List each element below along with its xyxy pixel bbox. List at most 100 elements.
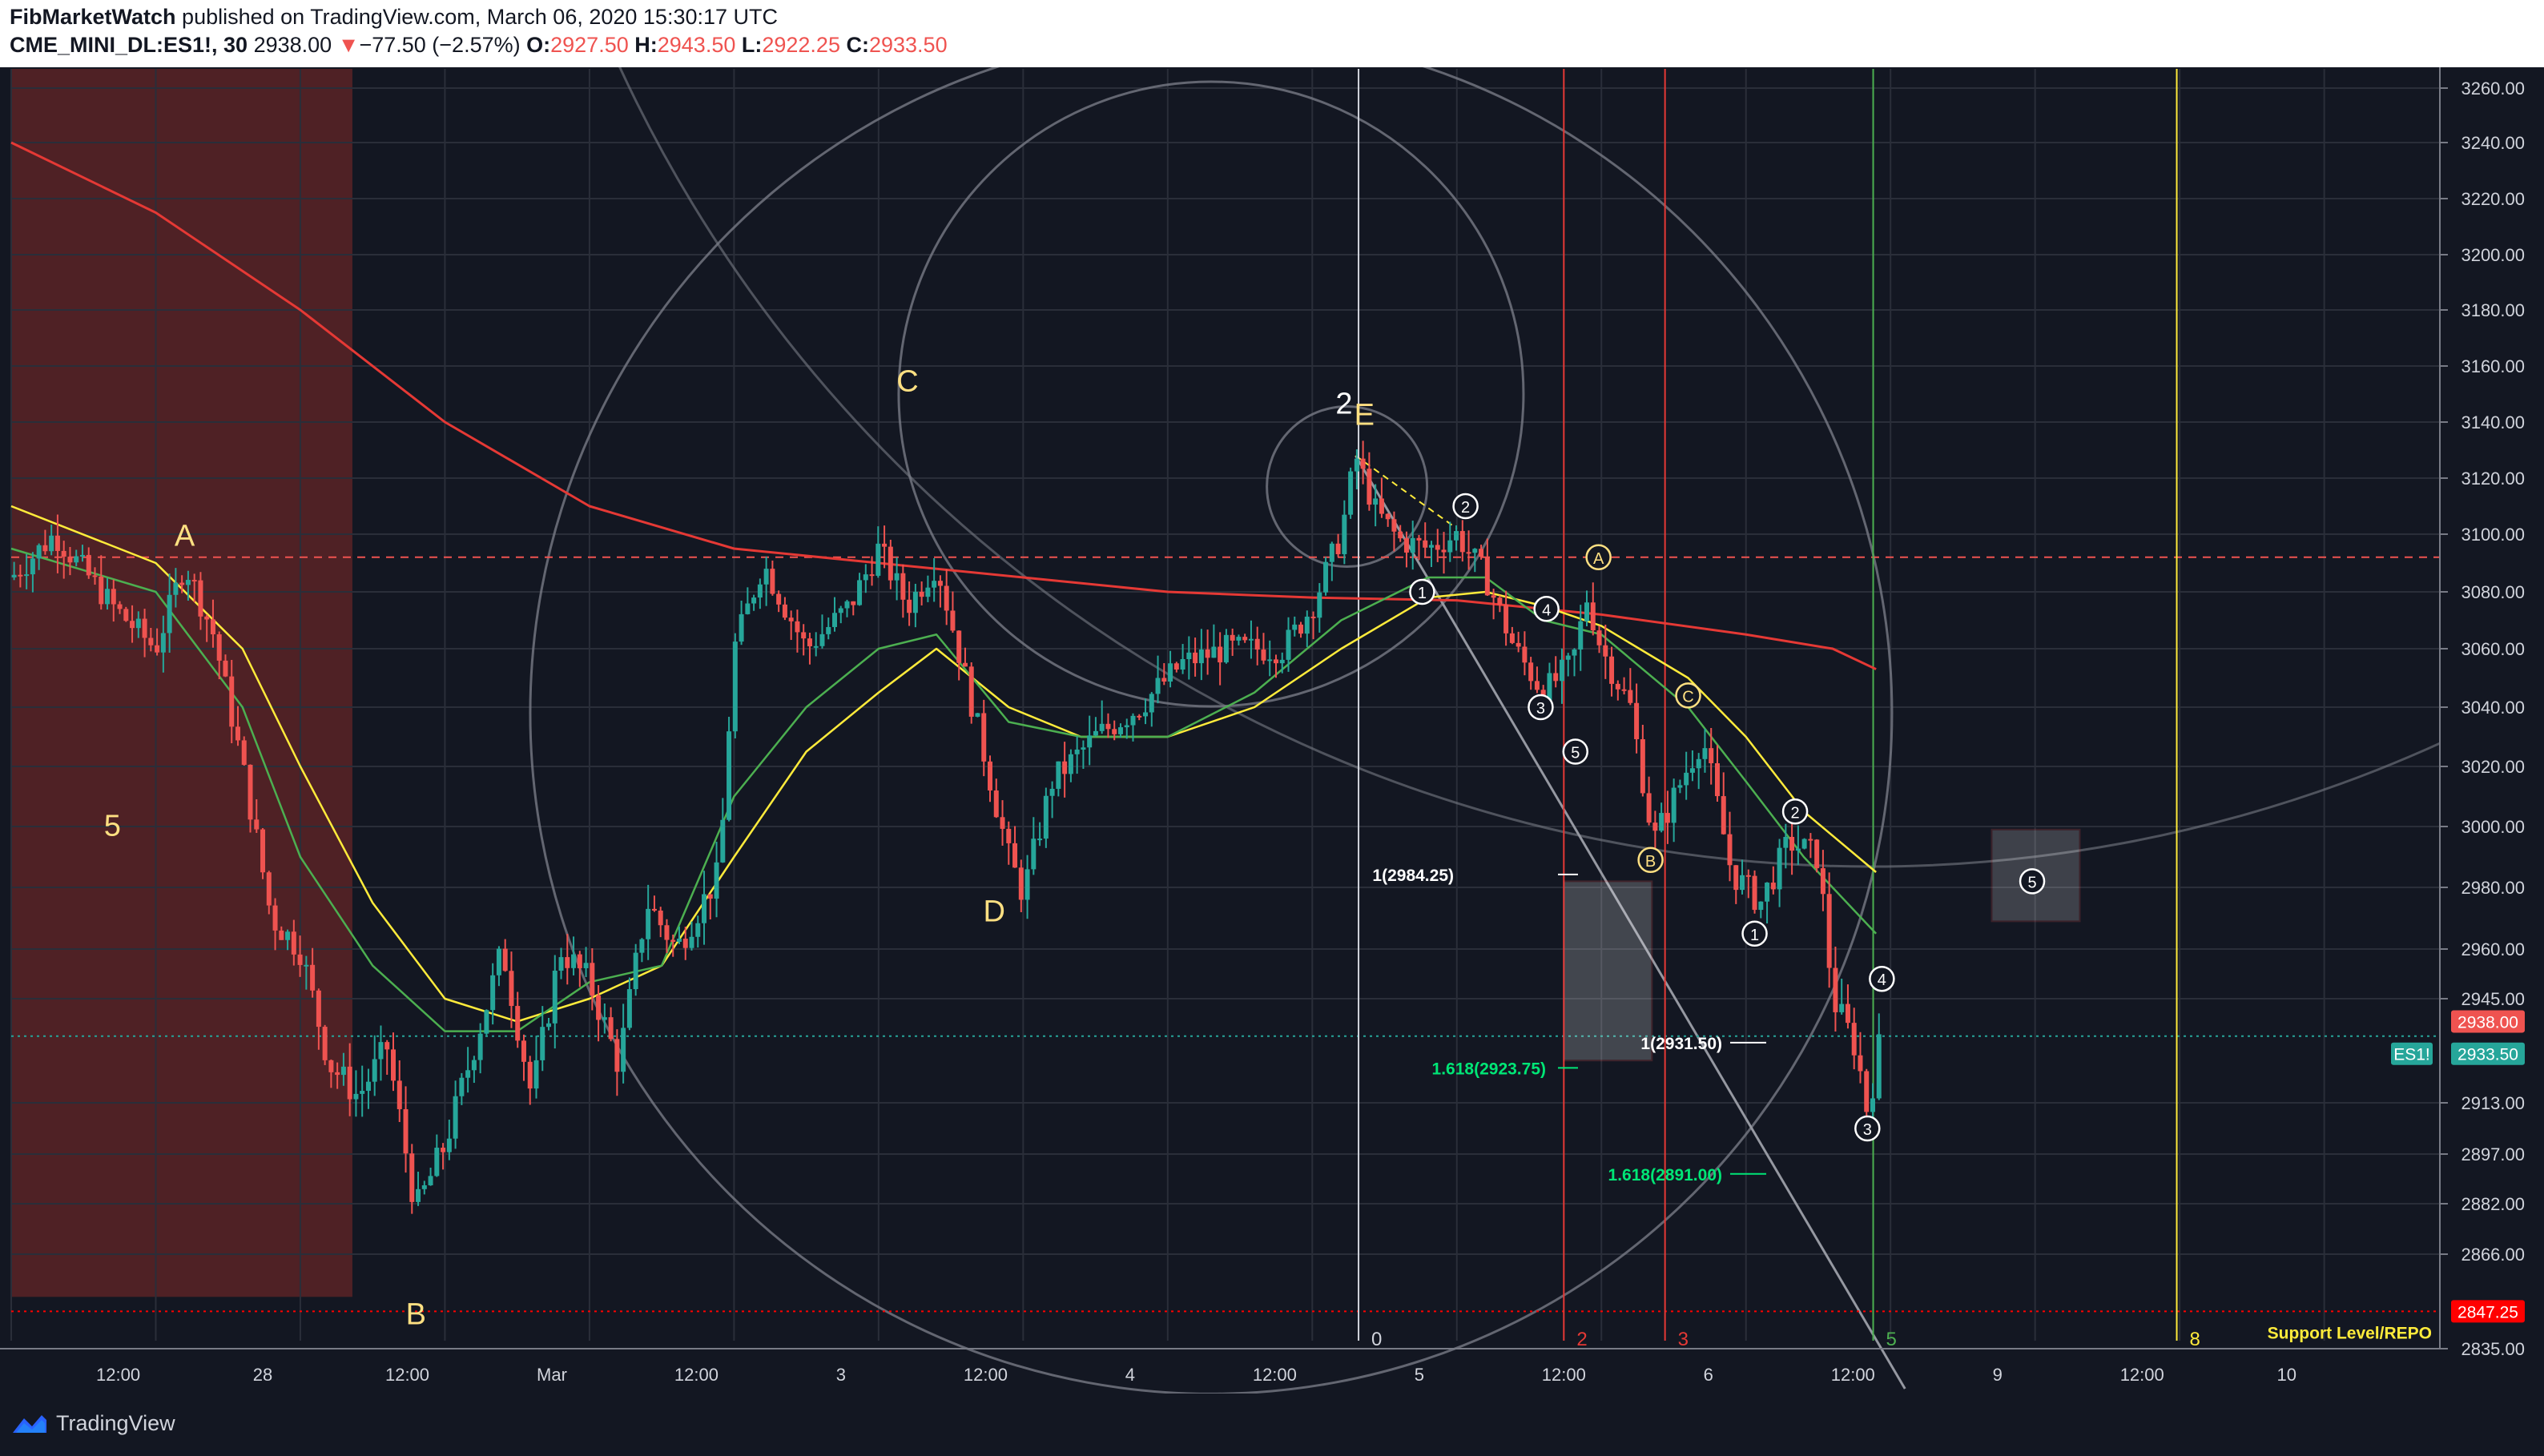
candle-body — [1180, 659, 1185, 670]
symbol-price-tag-bg — [2391, 1042, 2433, 1065]
candle-body — [583, 963, 589, 968]
candle-body — [1454, 531, 1459, 541]
candle-body — [1254, 638, 1260, 650]
candle-body — [912, 591, 918, 613]
price-axis[interactable] — [2440, 67, 2544, 1394]
wave-circle-marker[interactable] — [2019, 868, 2046, 895]
candle-body — [1385, 513, 1391, 520]
candle-body — [1124, 725, 1129, 728]
candle-body — [1435, 545, 1440, 550]
tradingview-brand[interactable]: TradingView — [11, 1411, 175, 1436]
candle-body — [272, 905, 278, 931]
candle-body — [1117, 727, 1123, 734]
time-tick-label: 6 — [1704, 1365, 1713, 1385]
wave-label: C — [896, 365, 918, 399]
candle-body — [428, 1176, 433, 1185]
publisher-name[interactable]: FibMarketWatch — [10, 5, 176, 29]
candle-body — [1702, 748, 1708, 759]
symbol-label[interactable]: CME_MINI_DL:ES1!, 30 — [10, 33, 248, 57]
candle-body — [670, 939, 676, 942]
candle-body — [459, 1077, 465, 1096]
wave-circle-label: 1 — [1418, 585, 1427, 602]
candle-body — [1472, 549, 1478, 553]
candle-body — [633, 952, 638, 990]
time-tick-label: Mar — [537, 1365, 567, 1385]
candle-body — [546, 1023, 552, 1028]
candle-body — [148, 638, 154, 646]
candle-body — [54, 535, 60, 551]
candle-body — [776, 593, 782, 605]
candle-body — [1534, 681, 1540, 690]
candle-body — [99, 576, 104, 605]
candle-body — [409, 1153, 415, 1202]
fib-projection-label: 1.618(2923.75) — [1432, 1060, 1546, 1078]
candle-body — [882, 543, 888, 547]
candle-body — [757, 584, 763, 598]
candle-body — [340, 1066, 346, 1076]
fib-projection-label: Support Level/REPO — [2268, 1324, 2432, 1342]
candle-body — [1279, 659, 1285, 664]
candle-body — [1640, 738, 1645, 794]
wave-circle-marker[interactable] — [1675, 682, 1701, 709]
candle-body — [1740, 875, 1745, 891]
wave-circle-marker[interactable] — [1409, 578, 1435, 605]
support-price-label: 2847.25 — [2457, 1303, 2518, 1321]
candle-body — [1447, 540, 1453, 553]
wave-circle-marker[interactable] — [1854, 1115, 1881, 1142]
wave-circle-marker[interactable] — [1533, 596, 1560, 622]
candle-body — [123, 609, 129, 621]
candle-body — [739, 613, 744, 642]
candle-body — [1310, 616, 1316, 618]
candle-body — [602, 1017, 607, 1020]
candle-body — [1770, 883, 1776, 890]
candle-body — [1398, 531, 1403, 539]
wave-circle-marker[interactable] — [1585, 544, 1612, 571]
candle-body — [1820, 868, 1825, 895]
candle-body — [1671, 787, 1677, 823]
wave-circle-marker[interactable] — [1528, 694, 1554, 721]
candle-body — [210, 619, 215, 635]
candle-body — [61, 550, 66, 557]
candle-body — [646, 908, 651, 939]
candle-body — [1752, 875, 1757, 911]
spiral-arc-medium — [897, 80, 1525, 708]
candle-body — [1360, 458, 1366, 469]
candle-body — [894, 573, 900, 581]
candle-body — [1043, 795, 1049, 839]
time-tick-label: 12:00 — [385, 1365, 429, 1385]
wave-circle-label: C — [1682, 688, 1693, 706]
wave-circle-marker[interactable] — [1781, 798, 1809, 825]
candle-body — [254, 819, 260, 830]
wave-circle-marker[interactable] — [1637, 847, 1664, 874]
price-tick-label: 3080.00 — [2461, 582, 2525, 602]
fib-projection-label: 1(2984.25) — [1372, 867, 1454, 885]
candle-body — [1149, 694, 1154, 713]
wave-circle-marker[interactable] — [1452, 493, 1479, 520]
candle-body — [1367, 469, 1372, 505]
candle-body — [732, 642, 738, 732]
time-tick-label: 9 — [1993, 1365, 2003, 1385]
candle-body — [322, 1027, 328, 1060]
wave-circle-marker[interactable] — [1562, 738, 1589, 765]
candle-body — [235, 726, 240, 741]
candle-body — [1664, 813, 1670, 823]
candle-body — [248, 764, 253, 820]
wave-circle-marker[interactable] — [1869, 965, 1895, 992]
candle-body — [441, 1148, 446, 1152]
target-box — [1563, 880, 1653, 1062]
candle-body — [1615, 683, 1620, 690]
candle-body — [484, 1010, 489, 1034]
candle-body — [1659, 813, 1664, 831]
candle-body — [1193, 652, 1198, 664]
candle-body — [962, 662, 968, 667]
wave-circle-label: 5 — [1571, 745, 1580, 762]
candle-body — [155, 645, 160, 653]
candle-body — [1205, 649, 1210, 658]
candle-body — [1273, 659, 1278, 664]
candle-body — [1709, 748, 1714, 764]
candle-body — [1423, 540, 1428, 548]
candle-body — [496, 948, 501, 975]
candle-body — [1416, 537, 1422, 541]
wave-circle-marker[interactable] — [1741, 920, 1768, 947]
